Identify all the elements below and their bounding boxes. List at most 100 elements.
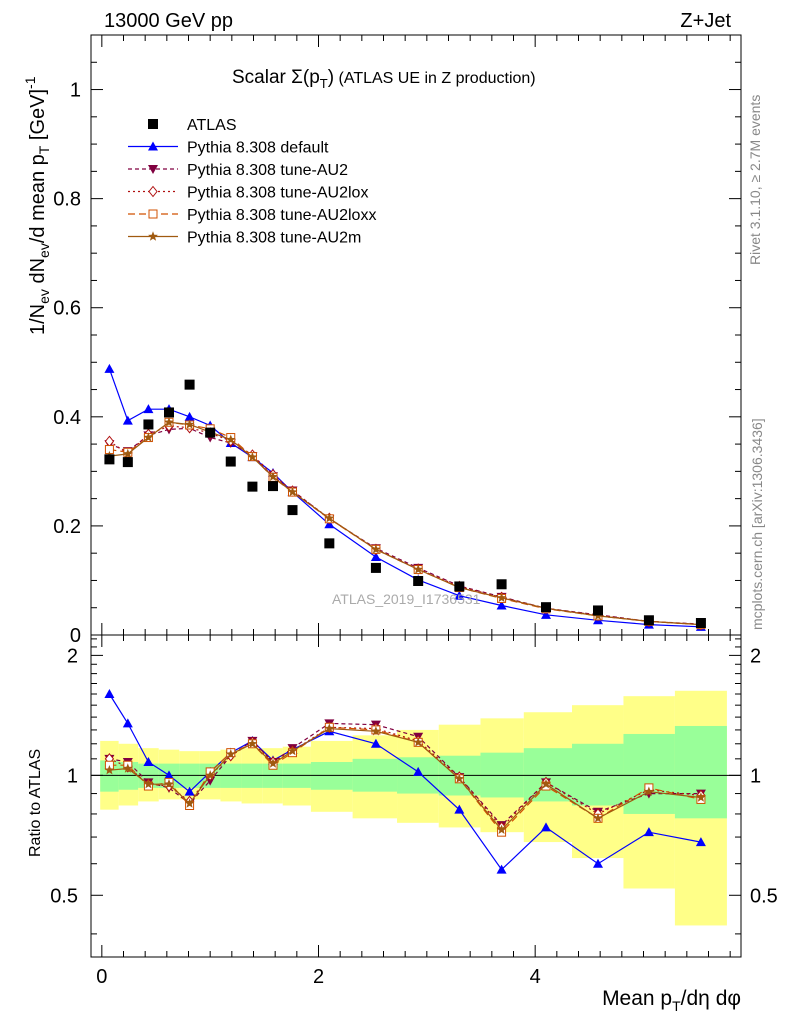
plot-title: Scalar Σ(pT) (ATLAS UE in Z production)	[232, 67, 536, 91]
x-tick-label: 4	[530, 966, 541, 988]
series-ratio-point	[371, 726, 381, 736]
x-tick-label: 2	[313, 966, 324, 988]
series-point	[541, 609, 551, 619]
series-ratio-point	[643, 827, 654, 837]
series-point	[370, 552, 381, 561]
series-point	[454, 590, 465, 600]
series-point	[268, 471, 278, 481]
series-ratio-point	[143, 757, 154, 767]
series-ratio-point	[695, 837, 706, 847]
ratio-tick-label: 0.5	[50, 885, 78, 907]
series-ratio-point	[268, 758, 278, 768]
series-ratio-point	[413, 737, 424, 747]
series-ratio-point	[593, 813, 603, 823]
atlas-data-point	[164, 407, 174, 418]
axis-ticks: 0 2 400.20.40.60.810.5 0.51 12 2	[50, 34, 778, 988]
legend-marker	[148, 185, 158, 198]
y-tick-label: 0.4	[53, 407, 81, 429]
legend-label: Pythia 8.308 tune-AU2lox	[187, 185, 368, 202]
header-left-label: 13000 GeV pp	[104, 10, 233, 32]
series-point	[122, 448, 133, 459]
series-ratio-point	[122, 763, 133, 773]
legend-label: Pythia 8.308 tune-AU2loxx	[187, 207, 376, 224]
atlas-data-point	[541, 602, 551, 613]
series-point	[184, 411, 195, 421]
series-ratio-point	[164, 779, 174, 789]
inner-band-bin	[100, 760, 119, 792]
y-tick-label: 0.2	[53, 516, 81, 538]
series-point	[184, 419, 195, 429]
inner-band-bin	[674, 725, 727, 819]
y-tick-label: 0	[70, 625, 81, 647]
series-point	[496, 600, 507, 610]
series-ratio-point	[324, 723, 335, 733]
x-tick-label: 0	[96, 966, 107, 988]
legend-label: Pythia 8.308 tune-AU2	[187, 162, 348, 179]
series-point	[247, 452, 258, 462]
series-point	[122, 415, 133, 425]
ratio-tick-label-right: 2	[750, 645, 761, 667]
atlas-data-point	[454, 581, 465, 592]
legend-marker	[148, 209, 158, 219]
y-tick-label: 1	[70, 80, 81, 102]
series-ratio-point	[247, 738, 258, 748]
legend-marker	[148, 165, 158, 174]
series-ratio-point	[496, 864, 507, 874]
series-ratio-point	[413, 766, 424, 776]
series-ratio-point	[104, 688, 115, 698]
legend-marker	[148, 119, 158, 129]
atlas-data-point	[695, 618, 706, 628]
series-point	[143, 432, 154, 442]
series-ratio-point	[287, 745, 298, 756]
inner-band-bin	[572, 743, 624, 806]
series-ratio-point	[644, 786, 654, 796]
series-point	[496, 592, 507, 603]
series-ratio-point	[225, 749, 236, 759]
series-point	[287, 486, 298, 497]
legend-marker	[148, 141, 158, 151]
atlas-data-point	[247, 481, 258, 492]
series-ratio-point	[164, 770, 174, 780]
atlas-data-point	[184, 379, 195, 390]
atlas-data-point	[496, 579, 507, 590]
series-ratio-point	[184, 798, 195, 808]
legend-marker	[148, 231, 158, 241]
uncertainty-bands	[100, 690, 727, 926]
inner-band-bin	[623, 733, 675, 814]
atlas-data-point	[268, 481, 278, 492]
atlas-data-layer	[104, 379, 706, 628]
atlas-data-point	[122, 457, 133, 468]
atlas-data-point	[643, 615, 654, 626]
ratio-tick-label-right: 1	[750, 765, 761, 787]
series-ratio-point	[496, 824, 507, 834]
series-point	[324, 513, 335, 523]
ratio-tick-label: 1	[67, 765, 78, 787]
series-point	[143, 404, 154, 414]
series-point	[104, 363, 115, 373]
series-point	[413, 564, 424, 574]
series-ratio-point	[370, 738, 381, 748]
ratio-tick-label: 2	[67, 645, 78, 667]
inner-band-bin	[310, 762, 353, 790]
series-line	[108, 368, 701, 628]
ratio-y-axis-label: Ratio to ATLAS	[27, 749, 44, 857]
series-ratio-point	[541, 779, 551, 789]
mcplots-side-label: mcplots.cern.ch [arXiv:1306.3436]	[749, 418, 765, 630]
series-ratio-point	[122, 718, 133, 728]
series-ratio-point	[184, 786, 195, 796]
series-ratio-point	[454, 773, 465, 783]
y-axis-label: 1/Nev dNev/d mean pT [GeV]-1	[22, 76, 52, 335]
legend-label: ATLAS	[187, 117, 237, 134]
legend-label: Pythia 8.308 default	[187, 140, 329, 157]
ratio-panel-frame	[90, 634, 742, 958]
atlas-data-point	[104, 454, 115, 465]
atlas-data-point	[370, 562, 381, 573]
ratio-tick-label-right: 0.5	[750, 885, 778, 907]
series-point	[164, 417, 174, 427]
atlas-data-point	[225, 456, 236, 467]
atlas-data-point	[143, 419, 154, 430]
series-ratio-point	[541, 822, 551, 832]
series-ratio-point	[454, 804, 465, 814]
watermark-label: ATLAS_2019_I1736531	[332, 591, 481, 607]
